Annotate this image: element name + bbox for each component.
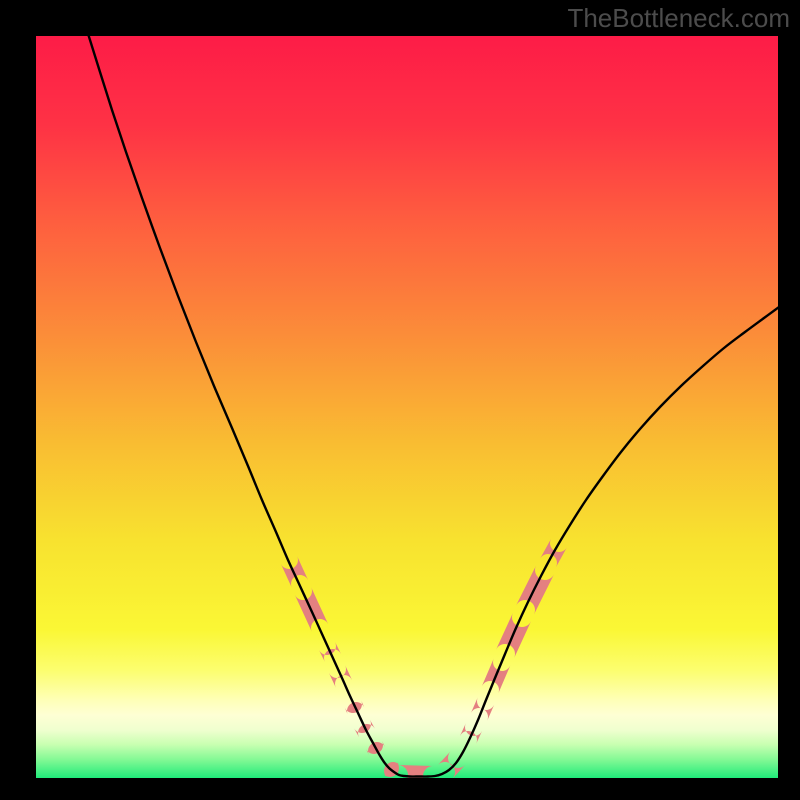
curve-overlay: [0, 0, 800, 800]
bottleneck-curve: [82, 15, 779, 777]
bead-cluster: [281, 539, 567, 786]
